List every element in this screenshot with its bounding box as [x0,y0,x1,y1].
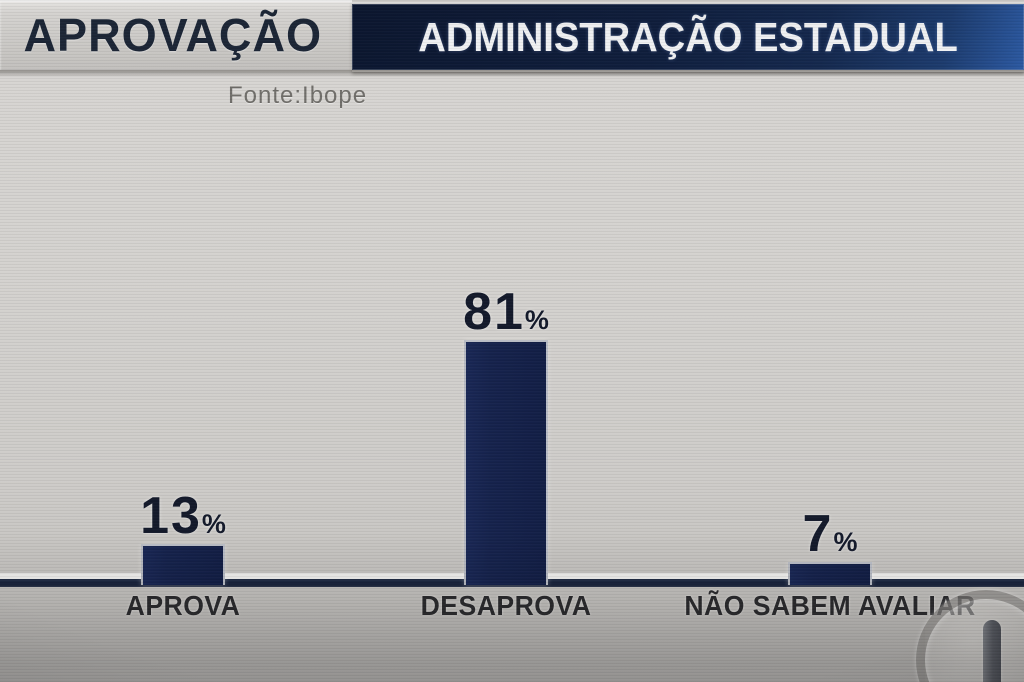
bar-group: 13% [23,490,343,585]
banner-title: ADMINISTRAÇÃO ESTADUAL [418,13,958,60]
bar-group: 81% [346,286,666,585]
bar-group: 7% [670,508,990,585]
broadcaster-logo-bar-icon [983,620,1001,682]
page-title: APROVAÇÃO [23,9,323,61]
bar-category-label: APROVA [125,590,241,621]
bar [788,562,872,585]
bar-category-label: NÃO SABEM AVALIAR [684,590,976,621]
bar [464,340,548,585]
bar-value-label: 81% [463,283,549,341]
bar-value-label: 13% [140,487,226,545]
bar [141,544,225,585]
bar-category-label: DESAPROVA [420,590,592,621]
header-shadow-divider [0,70,1024,77]
chart-header-banner: ADMINISTRAÇÃO ESTADUAL [352,2,1024,72]
bar-value-label: 7% [802,505,858,563]
source-label: Fonte:Ibope [228,82,368,109]
chart-header-left: APROVAÇÃO [0,0,352,70]
